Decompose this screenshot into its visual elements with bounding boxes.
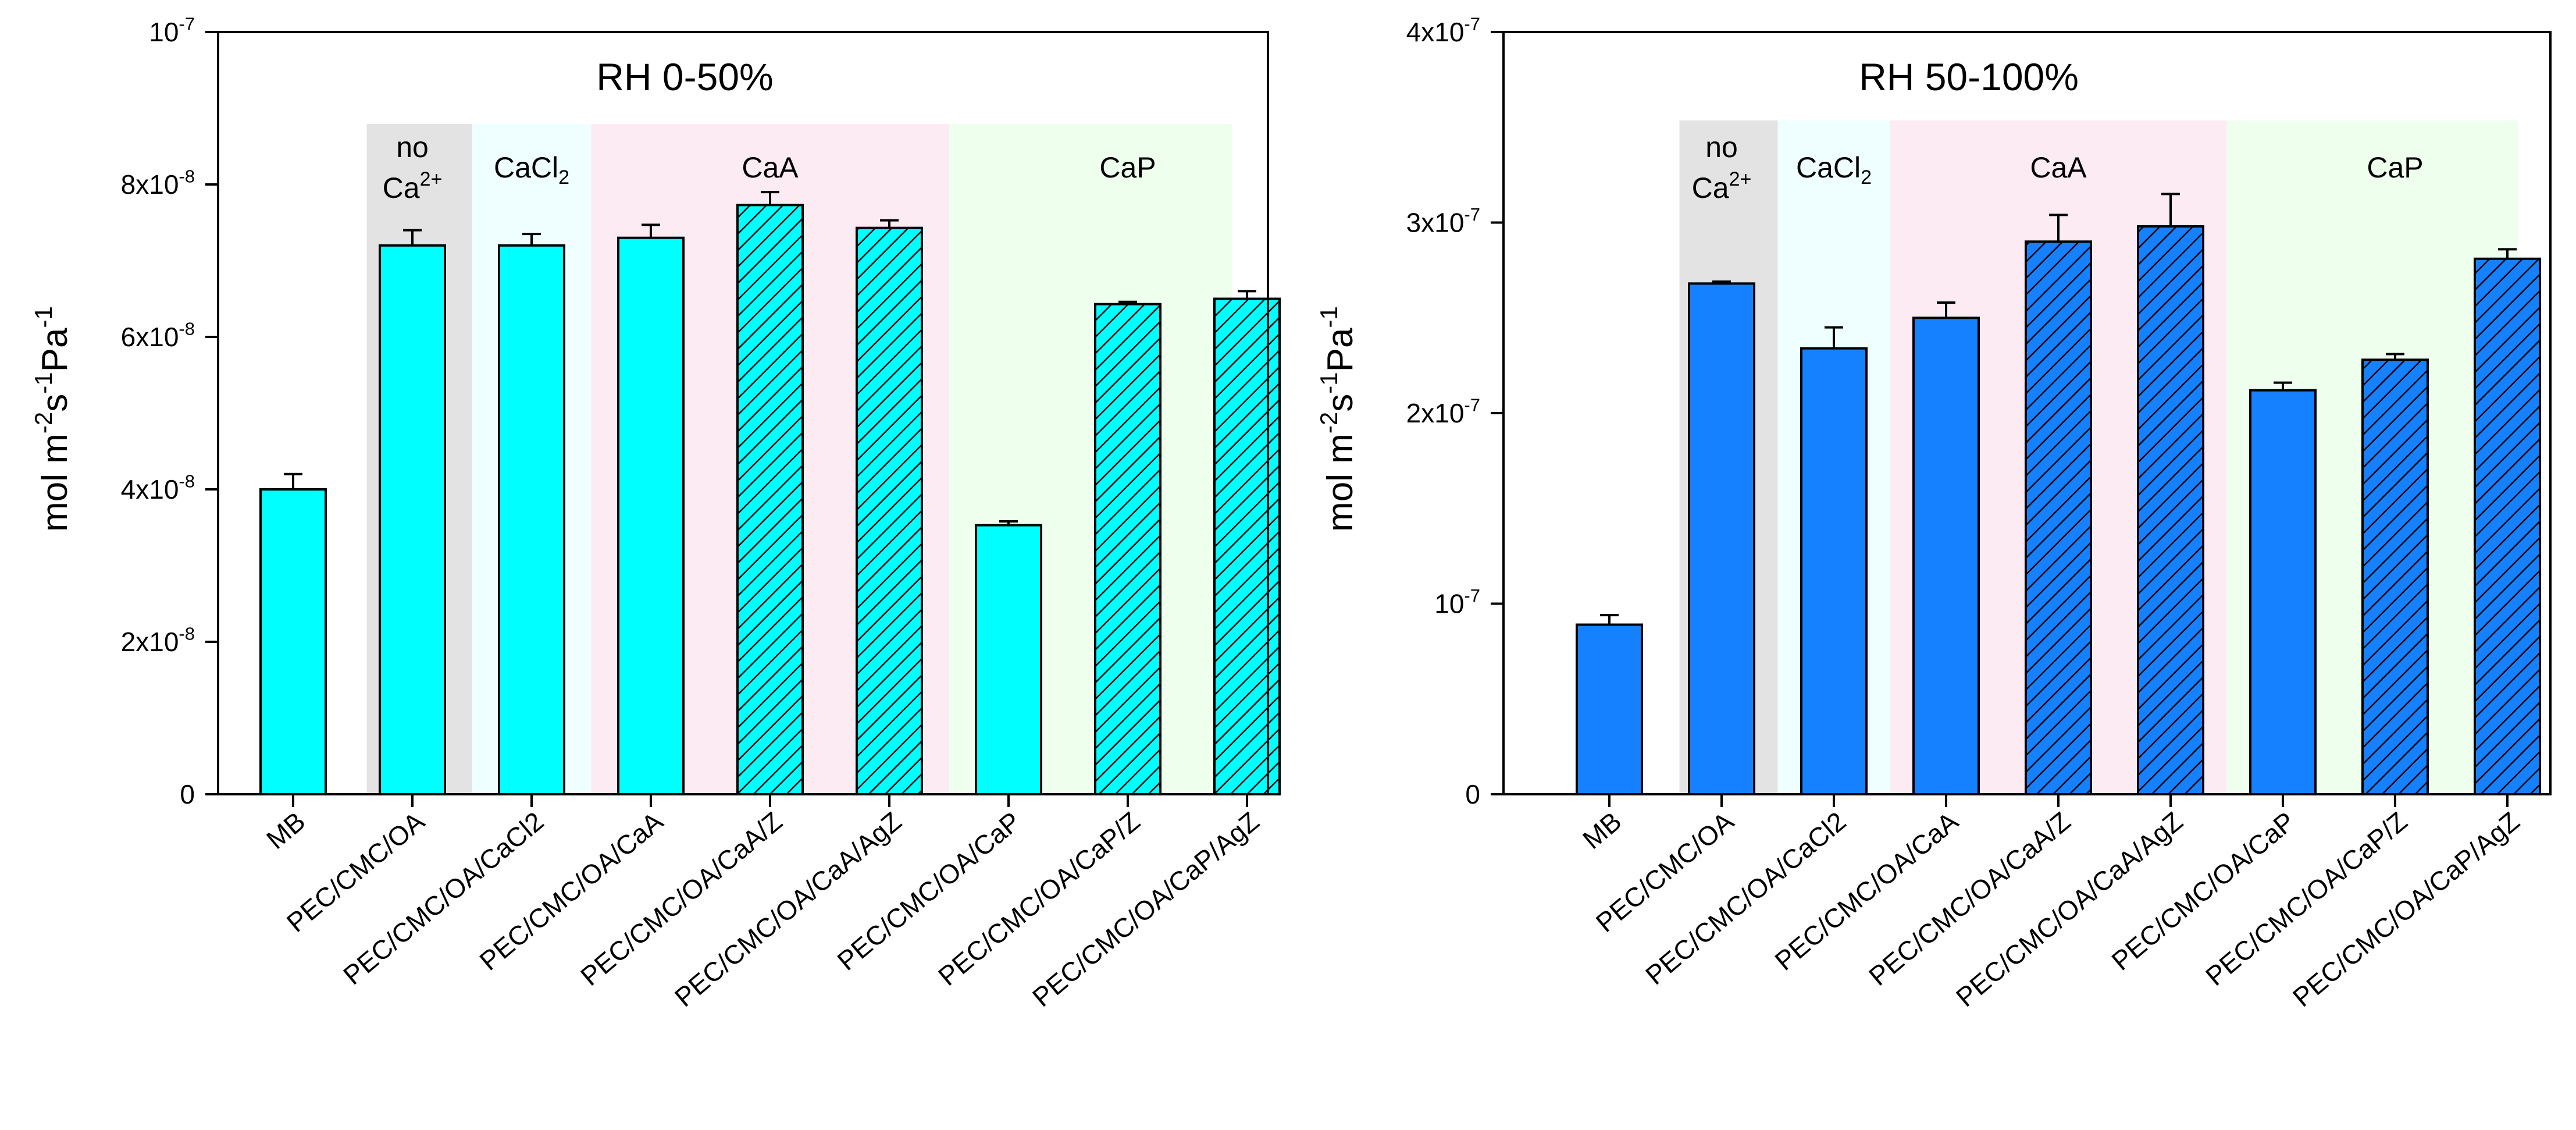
y-tick-label-1: 10-7 [1434, 585, 1480, 619]
y-tick-label-0: 0 [180, 779, 195, 809]
y-tick-label-2: 2x10-7 [1406, 395, 1480, 428]
y-tick-label-4: 4x10-7 [1406, 14, 1480, 47]
group-label-caa: CaA [742, 151, 799, 184]
x-tick-label-4: PEC/CMC/OA/CaA [1769, 806, 1964, 976]
x-tick-label-6: PEC/CMC/OA/CaA/AgZ [669, 806, 907, 1012]
bar-6 [2137, 225, 2204, 795]
bar-5 [2025, 240, 2092, 795]
y-tick-label-5: 10-7 [149, 14, 195, 47]
x-tick-label-8: PEC/CMC/OA/CaP/Z [932, 806, 1145, 992]
bar-7 [2249, 389, 2317, 795]
x-tick-label-3: PEC/CMC/OA/CaCl2 [1640, 806, 1851, 990]
bar-2 [1688, 282, 1755, 795]
bar-9 [2474, 257, 2541, 796]
y-tick-label-3: 3x10-7 [1406, 204, 1480, 237]
x-tick-label-6: PEC/CMC/OA/CaA/AgZ [1950, 806, 2188, 1012]
group-label-cap: CaP [2367, 151, 2423, 184]
chart-title: RH 0-50% [596, 55, 773, 98]
y-tick-label-2: 4x10-8 [121, 471, 195, 504]
x-tick-label-9: PEC/CMC/OA/CaP/AgZ [2287, 806, 2525, 1012]
bar-4 [1912, 317, 1980, 795]
y-axis-label: mol m-2s-1Pa-1 [30, 306, 75, 532]
x-tick-label-8: PEC/CMC/OA/CaP/Z [2200, 806, 2413, 992]
x-tick-label-1: MB [261, 806, 311, 855]
y-tick-label-1: 2x10-8 [121, 624, 195, 657]
y-axis-label: mol m-2s-1Pa-1 [1315, 306, 1360, 532]
group-label-cap: CaP [1099, 151, 1156, 184]
x-tick-label-9: PEC/CMC/OA/CaP/AgZ [1027, 806, 1264, 1012]
group-label-noca2-line2: Ca2+ [383, 168, 443, 204]
plot-frame [217, 31, 1269, 795]
chart-title: RH 50-100% [1859, 55, 2079, 98]
chart-panel-1: no Ca2+ CaCl2 CaA CaP 0 2x10-8 4x10-8 6x10-8 8x10… [30, 14, 1281, 1012]
x-tick-label-5: PEC/CMC/OA/CaA/Z [1863, 806, 2076, 992]
bar-9 [1213, 297, 1281, 795]
bar-1 [1576, 623, 1643, 796]
group-label-cacl2: CaCl2 [494, 151, 569, 189]
x-tick-label-3: PEC/CMC/OA/CaCl2 [337, 806, 549, 990]
x-tick-label-5: PEC/CMC/OA/CaA/Z [575, 806, 788, 992]
group-label-noca2-line2: Ca2+ [1692, 168, 1752, 204]
bar-6 [856, 226, 923, 796]
bar-3 [498, 244, 565, 795]
bar-8 [2361, 358, 2429, 795]
bar-7 [975, 524, 1042, 795]
bar-8 [1094, 303, 1161, 795]
bar-1 [259, 488, 327, 795]
chart-panel-2: no Ca2+ CaCl2 CaA CaP 0 10-7 2x10-7 3x10-7 4x10-7… [1315, 14, 2552, 1012]
bar-3 [1800, 347, 1868, 795]
y-tick-label-3: 6x10-8 [121, 319, 195, 352]
bar-4 [617, 236, 685, 795]
y-tick-label-0: 0 [1465, 779, 1480, 809]
group-label-noca2-line1: no [1705, 131, 1738, 164]
x-tick-label-1: MB [1577, 806, 1627, 855]
bar-2 [379, 244, 446, 795]
group-label-noca2-line1: no [396, 131, 429, 164]
group-label-cacl2: CaCl2 [1796, 151, 1872, 189]
x-tick-label-7: PEC/CMC/OA/CaP [2105, 806, 2300, 976]
y-tick-label-4: 8x10-8 [121, 166, 195, 200]
bar-5 [736, 204, 804, 795]
group-label-caa: CaA [2030, 151, 2087, 184]
